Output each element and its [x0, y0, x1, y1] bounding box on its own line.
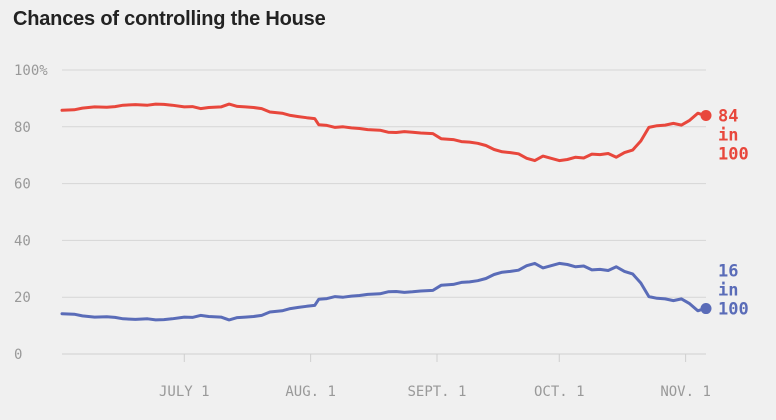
series-end-dot	[700, 303, 712, 315]
series-end-label: 84	[718, 106, 738, 126]
series-line	[60, 102, 708, 163]
series-end-dot	[700, 109, 712, 121]
x-tick-label: SEPT. 1	[407, 384, 466, 400]
series-end-label: 100	[718, 300, 749, 320]
x-tick-label: JULY 1	[159, 384, 210, 400]
x-tick-label: OCT. 1	[534, 384, 585, 400]
series-end-label: 16	[718, 262, 738, 282]
y-tick-label: 60	[14, 177, 31, 193]
x-tick-label: AUG. 1	[285, 384, 336, 400]
y-tick-label: 100%	[14, 63, 48, 79]
series-end-label: in	[718, 281, 738, 301]
series-end-label: in	[718, 125, 738, 145]
chart-title: Chances of controlling the House	[13, 8, 326, 30]
series-end-label: 100	[718, 144, 749, 164]
y-tick-label: 0	[14, 347, 22, 363]
x-tick-label: NOV. 1	[660, 384, 711, 400]
y-tick-label: 20	[14, 290, 31, 306]
y-tick-label: 80	[14, 120, 31, 136]
y-tick-label: 40	[14, 233, 31, 249]
series-line	[60, 261, 708, 322]
